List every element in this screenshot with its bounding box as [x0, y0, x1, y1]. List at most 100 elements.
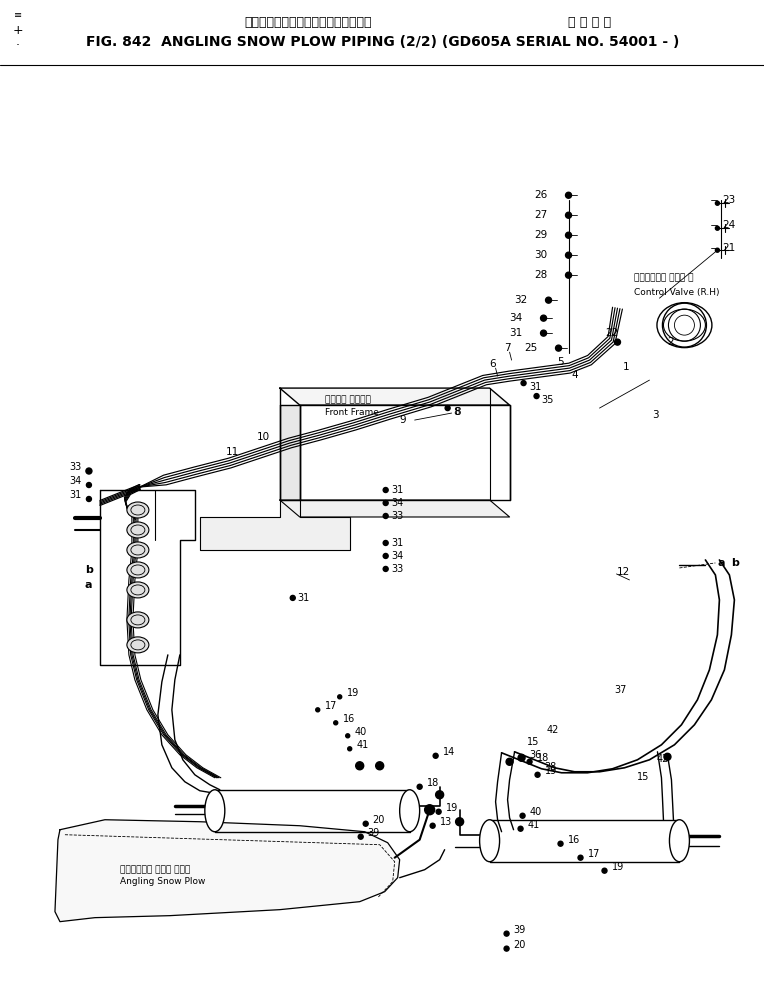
- Text: FIG. 842  ANGLING SNOW PLOW PIPING (2/2) (GD605A SERIAL NO. 54001 - ): FIG. 842 ANGLING SNOW PLOW PIPING (2/2) …: [86, 36, 679, 50]
- Circle shape: [383, 514, 388, 519]
- Text: a: a: [85, 580, 93, 590]
- Text: 11: 11: [226, 447, 239, 457]
- Ellipse shape: [480, 820, 500, 862]
- Text: 31: 31: [509, 328, 522, 338]
- Circle shape: [715, 248, 719, 252]
- Text: 13: 13: [440, 817, 452, 827]
- Circle shape: [383, 541, 388, 546]
- Text: 15: 15: [526, 737, 539, 747]
- Text: 20: 20: [373, 815, 385, 825]
- Text: 34: 34: [392, 498, 404, 508]
- Circle shape: [430, 824, 435, 829]
- Circle shape: [436, 809, 441, 815]
- Text: 31: 31: [392, 538, 404, 548]
- Polygon shape: [300, 405, 509, 500]
- Circle shape: [356, 762, 363, 770]
- Polygon shape: [55, 820, 399, 921]
- Circle shape: [504, 946, 509, 951]
- Text: 40: 40: [529, 807, 542, 817]
- Text: 18: 18: [536, 753, 549, 763]
- Text: 28: 28: [535, 270, 548, 280]
- Circle shape: [425, 805, 435, 815]
- Circle shape: [383, 487, 388, 492]
- Ellipse shape: [127, 612, 149, 627]
- Text: 31: 31: [298, 593, 310, 603]
- Circle shape: [334, 721, 337, 725]
- Text: 20: 20: [513, 939, 526, 949]
- Text: 12: 12: [617, 567, 630, 577]
- Text: 25: 25: [525, 344, 538, 354]
- Text: 24: 24: [722, 220, 736, 230]
- Text: 22: 22: [605, 328, 619, 338]
- Circle shape: [602, 869, 607, 873]
- Text: 19: 19: [446, 803, 458, 813]
- Text: b: b: [85, 565, 93, 575]
- Circle shape: [520, 814, 525, 819]
- Circle shape: [358, 835, 363, 840]
- Text: フロント フレーム: フロント フレーム: [324, 395, 370, 404]
- Text: 7: 7: [505, 344, 511, 354]
- Text: 8: 8: [454, 407, 461, 417]
- Text: +: +: [13, 24, 23, 37]
- Text: Front Frame: Front Frame: [324, 407, 379, 416]
- Text: 37: 37: [614, 685, 627, 695]
- Text: アングリング スノー ブラウ: アングリング スノー ブラウ: [120, 866, 190, 874]
- Circle shape: [521, 380, 526, 385]
- Circle shape: [86, 496, 92, 502]
- Text: 19: 19: [347, 688, 359, 698]
- Text: 17: 17: [324, 701, 337, 711]
- Text: 18: 18: [427, 778, 439, 788]
- Circle shape: [417, 784, 422, 789]
- Text: 32: 32: [515, 295, 528, 305]
- Text: 42: 42: [546, 725, 559, 735]
- Circle shape: [348, 747, 352, 751]
- Text: 9: 9: [399, 415, 406, 425]
- Ellipse shape: [657, 303, 712, 348]
- Text: 29: 29: [535, 230, 548, 240]
- Text: 1: 1: [623, 363, 629, 373]
- Text: 17: 17: [588, 849, 600, 859]
- Circle shape: [565, 232, 571, 238]
- Ellipse shape: [127, 542, 149, 558]
- Circle shape: [534, 393, 539, 398]
- Polygon shape: [280, 388, 509, 405]
- Text: 2: 2: [667, 337, 674, 348]
- Text: 31: 31: [69, 490, 81, 500]
- Ellipse shape: [669, 820, 689, 862]
- Circle shape: [86, 482, 92, 487]
- Text: コントロール バルブ 右: コントロール バルブ 右: [634, 274, 694, 283]
- Circle shape: [715, 226, 719, 230]
- Ellipse shape: [127, 522, 149, 538]
- Text: 33: 33: [392, 564, 404, 574]
- Circle shape: [614, 339, 620, 346]
- Text: アングリングスノーブラウパイピング: アングリングスノーブラウパイピング: [244, 16, 372, 29]
- Text: 41: 41: [356, 740, 369, 750]
- Text: 15: 15: [636, 772, 649, 782]
- Text: 26: 26: [535, 190, 548, 200]
- Text: 19: 19: [611, 862, 623, 872]
- Circle shape: [435, 791, 444, 799]
- Ellipse shape: [127, 562, 149, 578]
- Text: 19: 19: [545, 766, 557, 776]
- Circle shape: [456, 818, 464, 826]
- Circle shape: [565, 252, 571, 258]
- Text: 5: 5: [558, 358, 564, 368]
- Text: 38: 38: [545, 762, 557, 772]
- Text: 34: 34: [392, 551, 404, 561]
- Ellipse shape: [663, 309, 705, 342]
- Circle shape: [535, 772, 540, 777]
- Ellipse shape: [127, 636, 149, 652]
- Text: 27: 27: [535, 210, 548, 220]
- Circle shape: [518, 827, 523, 832]
- Text: 10: 10: [257, 432, 270, 442]
- Circle shape: [555, 346, 562, 352]
- Text: b: b: [731, 558, 739, 568]
- Polygon shape: [200, 500, 350, 550]
- Polygon shape: [215, 790, 410, 832]
- Circle shape: [565, 192, 571, 198]
- Circle shape: [541, 330, 546, 336]
- Polygon shape: [280, 405, 300, 500]
- Circle shape: [506, 758, 513, 765]
- Text: 16: 16: [568, 835, 580, 845]
- Circle shape: [363, 822, 368, 827]
